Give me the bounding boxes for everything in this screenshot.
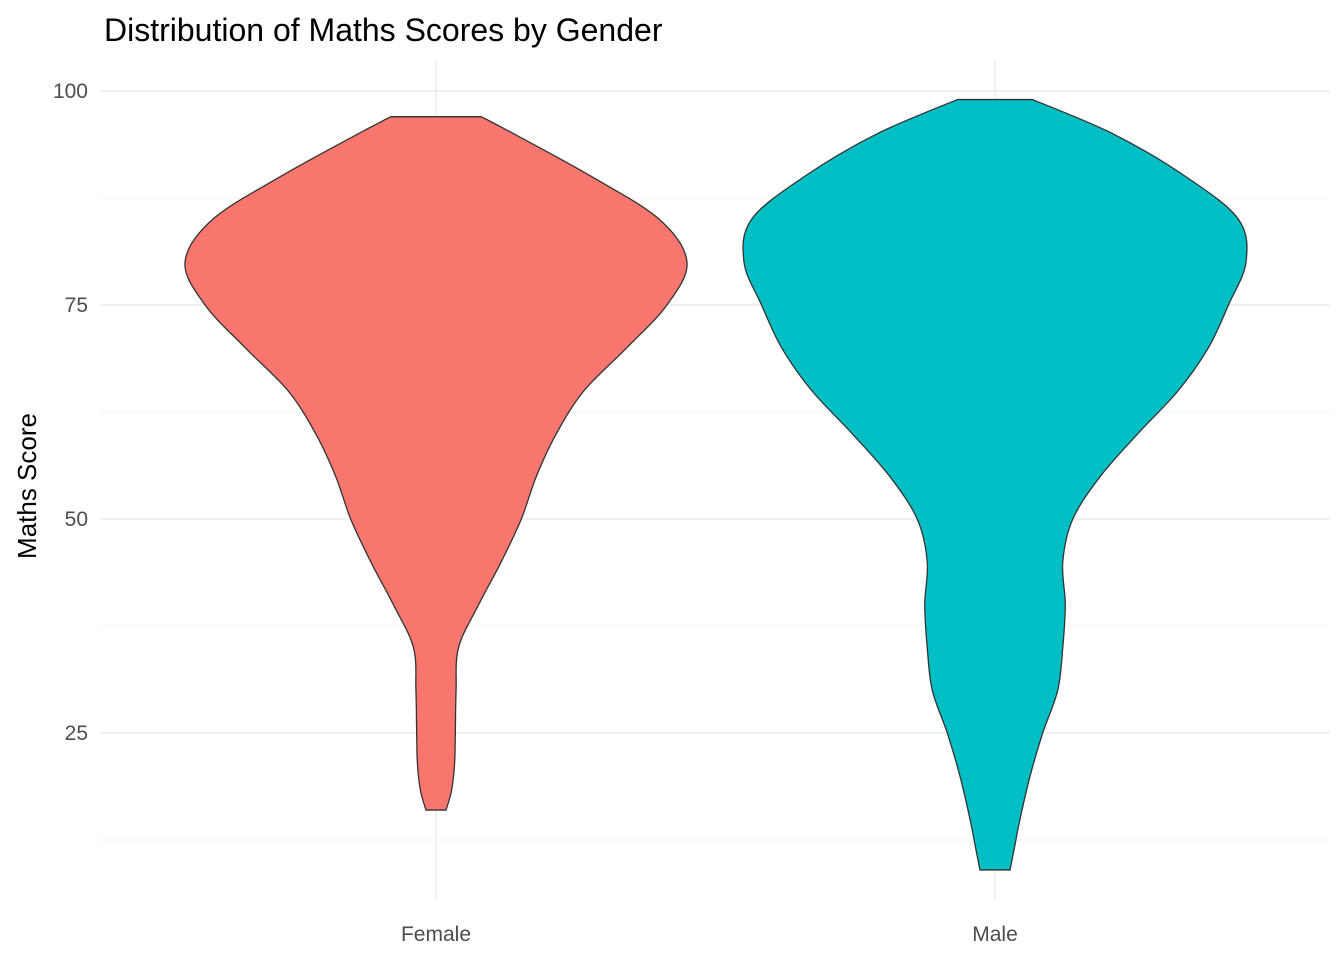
violins (184, 98, 1248, 871)
violin-female (184, 116, 688, 811)
chart-title: Distribution of Maths Scores by Gender (104, 12, 663, 48)
y-tick-label: 100 (53, 80, 88, 103)
y-tick-label: 50 (65, 508, 88, 531)
x-tick-label: Male (972, 923, 1018, 946)
y-axis-title: Maths Score (12, 413, 42, 559)
y-tick-label: 75 (65, 294, 88, 317)
y-axis-ticks: 25 50 75 100 (53, 80, 88, 745)
x-tick-label: Female (401, 923, 471, 946)
x-axis-ticks: Female Male (401, 923, 1018, 946)
y-tick-label: 25 (65, 722, 88, 745)
violin-male (742, 98, 1248, 871)
